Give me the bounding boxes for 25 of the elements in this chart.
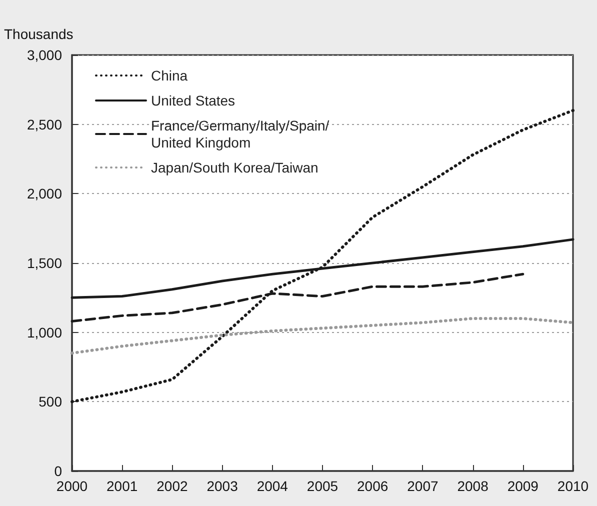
x-tick-label: 2007 [407,478,438,494]
legend-label: Japan/South Korea/Taiwan [151,160,318,176]
y-tick-label: 500 [38,394,62,410]
x-tick-label: 2004 [256,478,288,494]
x-tick-label: 2005 [306,478,338,494]
x-tick-label: 2001 [106,478,138,494]
x-tick-label: 2008 [457,478,489,494]
x-tick-label: 2009 [507,478,539,494]
y-tick-label: 1,500 [26,255,62,271]
y-tick-label: 1,000 [26,324,62,340]
y-axis-title: Thousands [4,26,74,42]
x-tick-label: 2010 [557,478,589,494]
legend-label: China [151,68,188,84]
y-tick-label: 0 [54,463,62,479]
x-tick-label: 2006 [357,478,388,494]
line-series [70,316,574,355]
x-tick-label: 2003 [206,478,238,494]
legend-label: United States [151,92,236,108]
y-tick-label: 2,000 [26,186,62,202]
y-tick-label: 3,000 [26,47,62,63]
x-tick-label: 2002 [156,478,188,494]
line-series [70,108,574,404]
y-tick-label: 2,500 [26,116,62,132]
x-tick-label: 2000 [56,478,88,494]
legend-label: France/Germany/Italy/Spain/ United Kingdom [151,118,330,150]
